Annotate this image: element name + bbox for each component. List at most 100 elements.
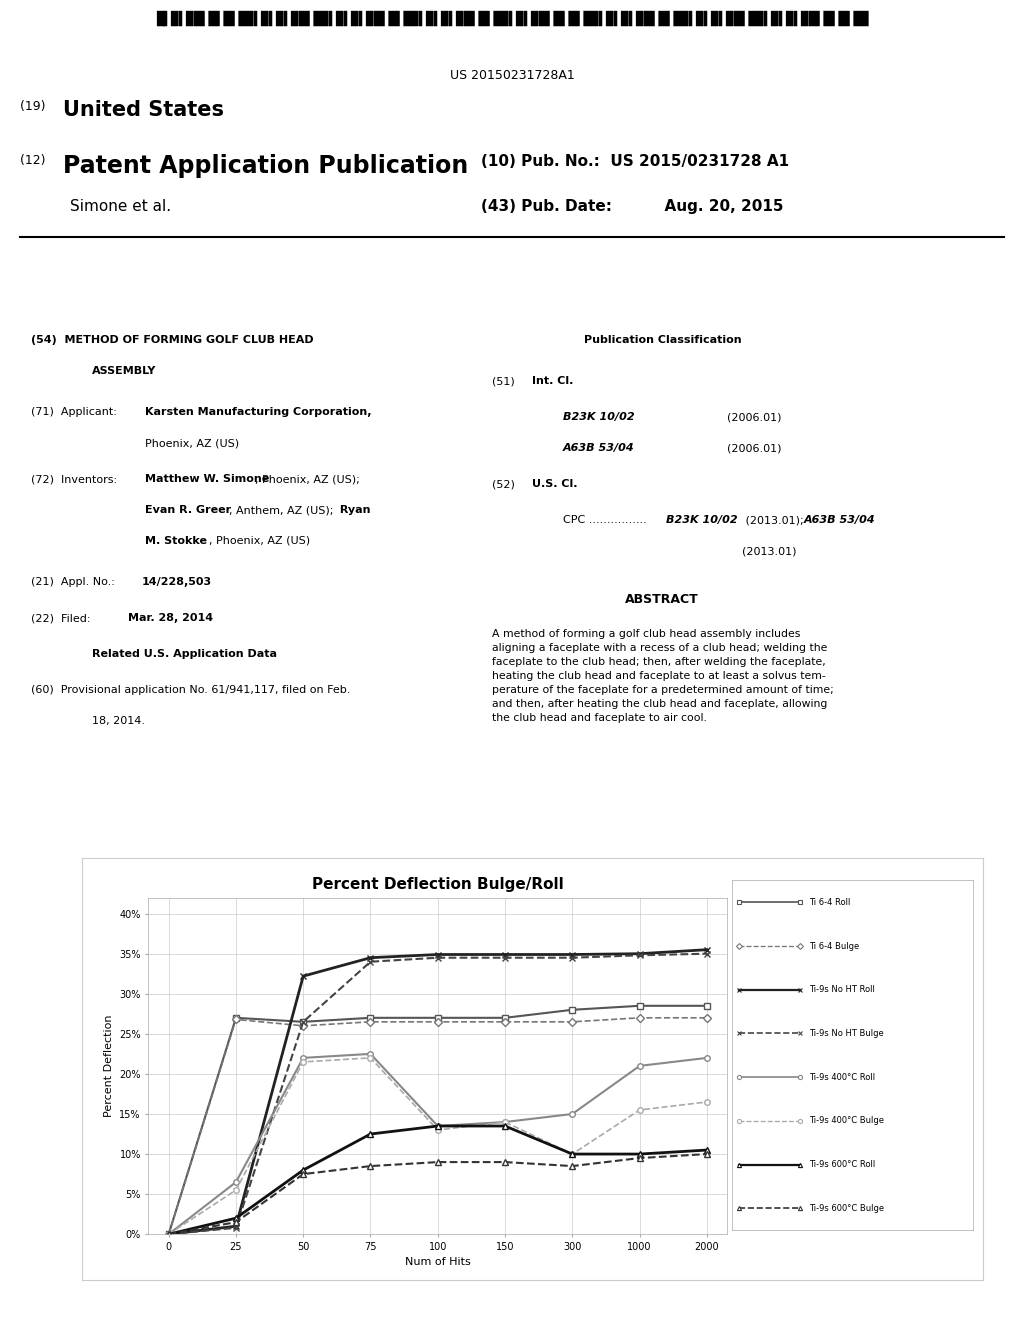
Ti-9s 600°C Bulge — [499, 1154, 511, 1170]
Ti-9s 400°C Bulge — [634, 1102, 646, 1118]
Text: CPC ................: CPC ................ — [563, 515, 650, 525]
Ti-9s No HT Bulge — [634, 948, 646, 964]
Text: Matthew W. Simone: Matthew W. Simone — [145, 474, 269, 484]
Line: Ti-9s No HT Roll: Ti-9s No HT Roll — [166, 946, 710, 1237]
Ti-9s 400°C Roll — [499, 1114, 511, 1130]
Ti 6-4 Bulge — [163, 1226, 175, 1242]
Title: Percent Deflection Bulge/Roll: Percent Deflection Bulge/Roll — [312, 878, 563, 892]
Ti-9s 600°C Bulge — [229, 1214, 242, 1230]
Text: A method of forming a golf club head assembly includes
aligning a faceplate with: A method of forming a golf club head ass… — [492, 628, 834, 722]
Line: Ti 6-4 Bulge: Ti 6-4 Bulge — [166, 1015, 710, 1237]
Ti-9s No HT Bulge — [700, 945, 713, 961]
Ti-9s 400°C Roll — [229, 1175, 242, 1191]
Ti-9s 600°C Roll — [229, 1210, 242, 1226]
Text: (2006.01): (2006.01) — [727, 412, 781, 422]
Text: U.S. Cl.: U.S. Cl. — [532, 479, 578, 490]
Text: B23K 10/02: B23K 10/02 — [666, 515, 737, 525]
Text: Phoenix, AZ (US): Phoenix, AZ (US) — [145, 438, 240, 447]
Ti-9s No HT Roll — [365, 950, 377, 966]
Text: Evan R. Greer: Evan R. Greer — [145, 506, 231, 515]
Ti-9s 600°C Roll — [365, 1126, 377, 1142]
Line: Ti-9s No HT Bulge: Ti-9s No HT Bulge — [166, 950, 710, 1237]
Ti-9s 600°C Bulge — [431, 1154, 443, 1170]
Ti-9s 400°C Bulge — [566, 1146, 579, 1162]
Text: (22)  Filed:: (22) Filed: — [31, 612, 118, 623]
Ti-9s No HT Roll — [431, 946, 443, 962]
Ti-9s 400°C Roll — [634, 1059, 646, 1074]
Ti-9s No HT Roll — [700, 941, 713, 957]
Text: , Phoenix, AZ (US);: , Phoenix, AZ (US); — [255, 474, 359, 484]
Text: Simone et al.: Simone et al. — [70, 199, 171, 214]
Text: (51): (51) — [492, 376, 521, 387]
Ti-9s 400°C Bulge — [365, 1049, 377, 1065]
Text: Ti-9s 400°C Bulge: Ti-9s 400°C Bulge — [809, 1117, 884, 1126]
Text: (2013.01): (2013.01) — [742, 546, 797, 556]
Ti-9s 600°C Bulge — [163, 1226, 175, 1242]
Ti 6-4 Roll — [229, 1010, 242, 1026]
Text: Ti-9s 600°C Bulge: Ti-9s 600°C Bulge — [809, 1204, 885, 1213]
Text: Patent Application Publication: Patent Application Publication — [63, 154, 469, 178]
Ti-9s No HT Roll — [634, 945, 646, 961]
Ti-9s No HT Roll — [163, 1226, 175, 1242]
Ti-9s No HT Bulge — [365, 954, 377, 970]
Text: Ti-9s No HT Bulge: Ti-9s No HT Bulge — [809, 1030, 884, 1038]
Ti 6-4 Roll — [431, 1010, 443, 1026]
Ti 6-4 Roll — [634, 998, 646, 1014]
Text: 18, 2014.: 18, 2014. — [92, 715, 145, 726]
Ti-9s 400°C Bulge — [297, 1053, 309, 1069]
Text: Int. Cl.: Int. Cl. — [532, 376, 573, 387]
Ti-9s No HT Bulge — [566, 950, 579, 966]
Ti-9s 400°C Roll — [431, 1118, 443, 1134]
Ti-9s 400°C Roll — [566, 1106, 579, 1122]
Text: ASSEMBLY: ASSEMBLY — [92, 366, 157, 376]
Ti-9s 400°C Bulge — [499, 1114, 511, 1130]
Text: Ti-9s 400°C Roll: Ti-9s 400°C Roll — [809, 1073, 876, 1081]
Text: B23K 10/02: B23K 10/02 — [563, 412, 635, 422]
Ti-9s 600°C Roll — [634, 1146, 646, 1162]
Ti 6-4 Bulge — [229, 1011, 242, 1027]
Ti 6-4 Bulge — [499, 1014, 511, 1030]
Ti-9s 600°C Bulge — [566, 1158, 579, 1173]
Text: (72)  Inventors:: (72) Inventors: — [31, 474, 124, 484]
Ti 6-4 Bulge — [297, 1018, 309, 1034]
Line: Ti-9s 400°C Bulge: Ti-9s 400°C Bulge — [166, 1055, 710, 1237]
Text: (54)  METHOD OF FORMING GOLF CLUB HEAD: (54) METHOD OF FORMING GOLF CLUB HEAD — [31, 335, 313, 345]
Ti-9s No HT Roll — [229, 1218, 242, 1234]
Ti-9s No HT Roll — [297, 969, 309, 985]
Text: Karsten Manufacturing Corporation,: Karsten Manufacturing Corporation, — [145, 407, 372, 417]
Ti 6-4 Bulge — [365, 1014, 377, 1030]
Line: Ti 6-4 Roll: Ti 6-4 Roll — [166, 1003, 710, 1237]
Ti-9s 600°C Bulge — [634, 1150, 646, 1166]
Ti 6-4 Roll — [297, 1014, 309, 1030]
Ti-9s 400°C Roll — [365, 1045, 377, 1061]
Text: Ti-9s 600°C Roll: Ti-9s 600°C Roll — [809, 1160, 876, 1170]
Line: Ti-9s 400°C Roll: Ti-9s 400°C Roll — [166, 1051, 710, 1237]
Ti-9s 400°C Roll — [163, 1226, 175, 1242]
Ti-9s 400°C Bulge — [229, 1183, 242, 1199]
Text: A63B 53/04: A63B 53/04 — [563, 444, 635, 453]
Text: █▌█▌██▌█▌█▌██▌█▌█▌██▌██▌█▌█▌██▌█▌██▌█▌█▌██▌█▌██▌█▌██▌█▌█▌██▌█▌█▌██▌█▌██▌█▌█▌██▌█: █▌█▌██▌█▌█▌██▌█▌█▌██▌██▌█▌█▌██▌█▌██▌█▌█▌… — [156, 11, 868, 25]
Ti 6-4 Roll — [566, 1002, 579, 1018]
Ti-9s No HT Roll — [499, 946, 511, 962]
Ti 6-4 Roll — [499, 1010, 511, 1026]
Text: , Phoenix, AZ (US): , Phoenix, AZ (US) — [209, 536, 310, 546]
Ti-9s 400°C Bulge — [163, 1226, 175, 1242]
Ti-9s No HT Bulge — [499, 950, 511, 966]
Y-axis label: Percent Deflection: Percent Deflection — [103, 1015, 114, 1117]
Ti-9s 600°C Roll — [499, 1118, 511, 1134]
Text: , Anthem, AZ (US);: , Anthem, AZ (US); — [229, 506, 334, 515]
Text: (2006.01): (2006.01) — [727, 444, 781, 453]
Text: A63B 53/04: A63B 53/04 — [804, 515, 876, 525]
Text: (43) Pub. Date:          Aug. 20, 2015: (43) Pub. Date: Aug. 20, 2015 — [481, 199, 783, 214]
Line: Ti-9s 600°C Bulge: Ti-9s 600°C Bulge — [166, 1151, 710, 1237]
Ti-9s 400°C Roll — [700, 1049, 713, 1065]
Text: US 20150231728A1: US 20150231728A1 — [450, 69, 574, 82]
Text: (21)  Appl. No.:: (21) Appl. No.: — [31, 577, 122, 587]
Text: 14/228,503: 14/228,503 — [141, 577, 211, 587]
Ti-9s 600°C Roll — [566, 1146, 579, 1162]
Text: (19): (19) — [20, 99, 50, 112]
Ti-9s 600°C Roll — [163, 1226, 175, 1242]
Ti-9s No HT Bulge — [229, 1220, 242, 1236]
Text: Ti 6-4 Bulge: Ti 6-4 Bulge — [809, 941, 859, 950]
Text: (71)  Applicant:: (71) Applicant: — [31, 407, 124, 417]
